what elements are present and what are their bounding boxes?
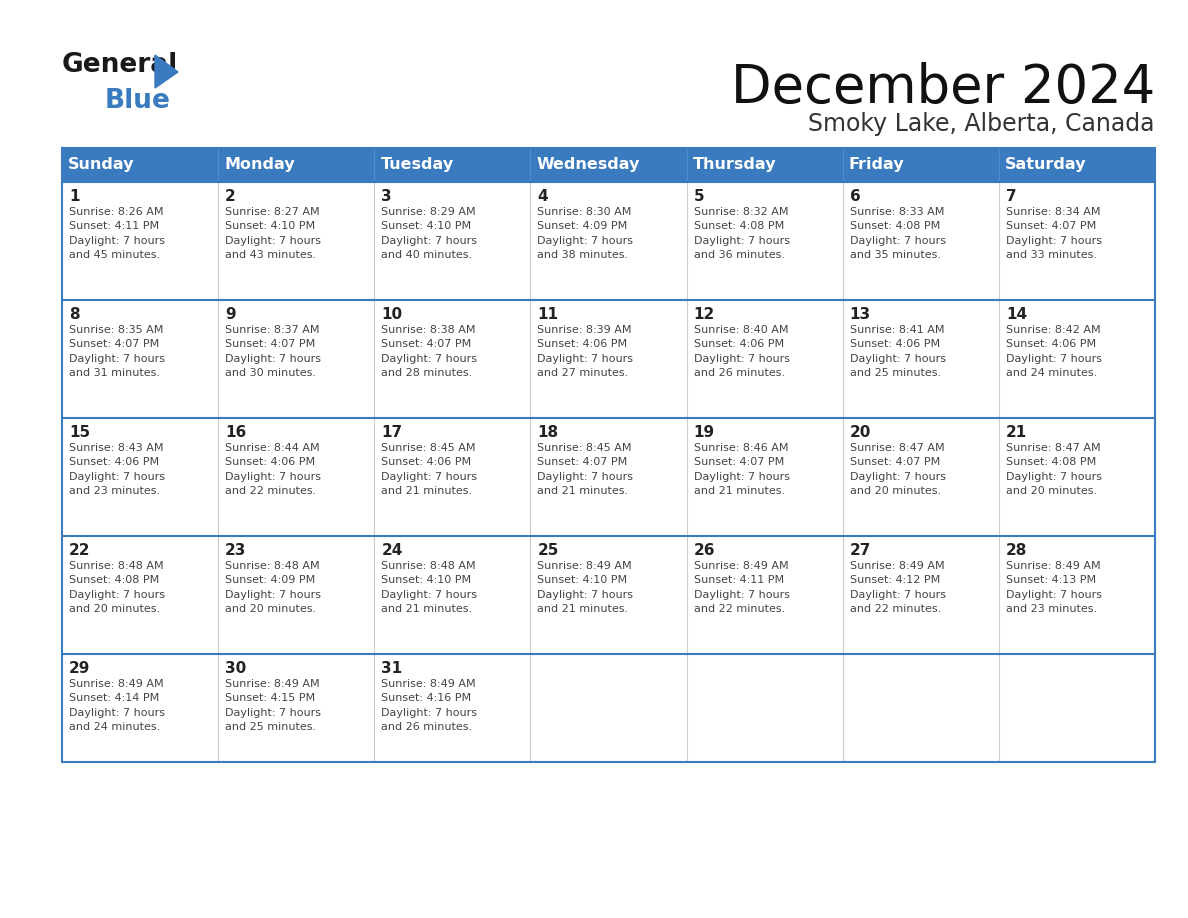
Text: 13: 13 (849, 307, 871, 322)
Text: Thursday: Thursday (693, 158, 776, 173)
Text: Sunrise: 8:44 AM
Sunset: 4:06 PM
Daylight: 7 hours
and 22 minutes.: Sunrise: 8:44 AM Sunset: 4:06 PM Dayligh… (226, 443, 321, 497)
Text: Sunrise: 8:35 AM
Sunset: 4:07 PM
Daylight: 7 hours
and 31 minutes.: Sunrise: 8:35 AM Sunset: 4:07 PM Dayligh… (69, 325, 165, 378)
Bar (62, 300, 1155, 418)
Text: Monday: Monday (225, 158, 295, 173)
Text: 14: 14 (1006, 307, 1026, 322)
Text: Sunrise: 8:49 AM
Sunset: 4:16 PM
Daylight: 7 hours
and 26 minutes.: Sunrise: 8:49 AM Sunset: 4:16 PM Dayligh… (381, 679, 478, 733)
Text: Sunrise: 8:46 AM
Sunset: 4:07 PM
Daylight: 7 hours
and 21 minutes.: Sunrise: 8:46 AM Sunset: 4:07 PM Dayligh… (694, 443, 790, 497)
Text: Sunrise: 8:45 AM
Sunset: 4:06 PM
Daylight: 7 hours
and 21 minutes.: Sunrise: 8:45 AM Sunset: 4:06 PM Dayligh… (381, 443, 478, 497)
Text: Smoky Lake, Alberta, Canada: Smoky Lake, Alberta, Canada (809, 112, 1155, 136)
Text: 25: 25 (537, 543, 558, 558)
Text: Tuesday: Tuesday (380, 158, 454, 173)
Text: Sunrise: 8:48 AM
Sunset: 4:09 PM
Daylight: 7 hours
and 20 minutes.: Sunrise: 8:48 AM Sunset: 4:09 PM Dayligh… (226, 561, 321, 614)
Bar (62, 182, 1155, 300)
Text: 31: 31 (381, 661, 403, 676)
Text: Sunrise: 8:38 AM
Sunset: 4:07 PM
Daylight: 7 hours
and 28 minutes.: Sunrise: 8:38 AM Sunset: 4:07 PM Dayligh… (381, 325, 478, 378)
Text: 21: 21 (1006, 425, 1028, 440)
Text: Sunrise: 8:33 AM
Sunset: 4:08 PM
Daylight: 7 hours
and 35 minutes.: Sunrise: 8:33 AM Sunset: 4:08 PM Dayligh… (849, 207, 946, 260)
Text: 22: 22 (69, 543, 90, 558)
Text: Friday: Friday (849, 158, 904, 173)
Text: Sunrise: 8:42 AM
Sunset: 4:06 PM
Daylight: 7 hours
and 24 minutes.: Sunrise: 8:42 AM Sunset: 4:06 PM Dayligh… (1006, 325, 1101, 378)
Text: 4: 4 (537, 189, 548, 204)
Text: 3: 3 (381, 189, 392, 204)
Text: 19: 19 (694, 425, 715, 440)
Text: Sunrise: 8:49 AM
Sunset: 4:13 PM
Daylight: 7 hours
and 23 minutes.: Sunrise: 8:49 AM Sunset: 4:13 PM Dayligh… (1006, 561, 1101, 614)
Text: Sunrise: 8:32 AM
Sunset: 4:08 PM
Daylight: 7 hours
and 36 minutes.: Sunrise: 8:32 AM Sunset: 4:08 PM Dayligh… (694, 207, 790, 260)
Text: 5: 5 (694, 189, 704, 204)
Text: 2: 2 (226, 189, 236, 204)
Polygon shape (154, 55, 178, 88)
Text: Sunrise: 8:49 AM
Sunset: 4:10 PM
Daylight: 7 hours
and 21 minutes.: Sunrise: 8:49 AM Sunset: 4:10 PM Dayligh… (537, 561, 633, 614)
Text: Sunday: Sunday (68, 158, 134, 173)
Bar (62, 148, 1155, 762)
Text: 8: 8 (69, 307, 80, 322)
Bar (62, 654, 1155, 762)
Text: Sunrise: 8:49 AM
Sunset: 4:11 PM
Daylight: 7 hours
and 22 minutes.: Sunrise: 8:49 AM Sunset: 4:11 PM Dayligh… (694, 561, 790, 614)
Text: Sunrise: 8:43 AM
Sunset: 4:06 PM
Daylight: 7 hours
and 23 minutes.: Sunrise: 8:43 AM Sunset: 4:06 PM Dayligh… (69, 443, 165, 497)
Text: 6: 6 (849, 189, 860, 204)
Text: Sunrise: 8:48 AM
Sunset: 4:08 PM
Daylight: 7 hours
and 20 minutes.: Sunrise: 8:48 AM Sunset: 4:08 PM Dayligh… (69, 561, 165, 614)
Text: Sunrise: 8:34 AM
Sunset: 4:07 PM
Daylight: 7 hours
and 33 minutes.: Sunrise: 8:34 AM Sunset: 4:07 PM Dayligh… (1006, 207, 1101, 260)
Text: December 2024: December 2024 (731, 62, 1155, 114)
Text: Sunrise: 8:41 AM
Sunset: 4:06 PM
Daylight: 7 hours
and 25 minutes.: Sunrise: 8:41 AM Sunset: 4:06 PM Dayligh… (849, 325, 946, 378)
Bar (62, 536, 1155, 654)
Text: Blue: Blue (105, 88, 171, 114)
Text: Sunrise: 8:47 AM
Sunset: 4:07 PM
Daylight: 7 hours
and 20 minutes.: Sunrise: 8:47 AM Sunset: 4:07 PM Dayligh… (849, 443, 946, 497)
Text: 17: 17 (381, 425, 403, 440)
Text: 29: 29 (69, 661, 90, 676)
Text: Sunrise: 8:45 AM
Sunset: 4:07 PM
Daylight: 7 hours
and 21 minutes.: Sunrise: 8:45 AM Sunset: 4:07 PM Dayligh… (537, 443, 633, 497)
Text: 10: 10 (381, 307, 403, 322)
Text: 11: 11 (537, 307, 558, 322)
Text: Sunrise: 8:48 AM
Sunset: 4:10 PM
Daylight: 7 hours
and 21 minutes.: Sunrise: 8:48 AM Sunset: 4:10 PM Dayligh… (381, 561, 478, 614)
Text: Sunrise: 8:26 AM
Sunset: 4:11 PM
Daylight: 7 hours
and 45 minutes.: Sunrise: 8:26 AM Sunset: 4:11 PM Dayligh… (69, 207, 165, 260)
Text: Saturday: Saturday (1005, 158, 1087, 173)
Text: Sunrise: 8:30 AM
Sunset: 4:09 PM
Daylight: 7 hours
and 38 minutes.: Sunrise: 8:30 AM Sunset: 4:09 PM Dayligh… (537, 207, 633, 260)
Text: 15: 15 (69, 425, 90, 440)
Text: 26: 26 (694, 543, 715, 558)
Text: 30: 30 (226, 661, 246, 676)
Text: 27: 27 (849, 543, 871, 558)
Bar (62, 148, 1155, 182)
Text: Sunrise: 8:39 AM
Sunset: 4:06 PM
Daylight: 7 hours
and 27 minutes.: Sunrise: 8:39 AM Sunset: 4:06 PM Dayligh… (537, 325, 633, 378)
Text: General: General (62, 52, 178, 78)
Text: 24: 24 (381, 543, 403, 558)
Text: Sunrise: 8:37 AM
Sunset: 4:07 PM
Daylight: 7 hours
and 30 minutes.: Sunrise: 8:37 AM Sunset: 4:07 PM Dayligh… (226, 325, 321, 378)
Text: Sunrise: 8:49 AM
Sunset: 4:15 PM
Daylight: 7 hours
and 25 minutes.: Sunrise: 8:49 AM Sunset: 4:15 PM Dayligh… (226, 679, 321, 733)
Text: Sunrise: 8:27 AM
Sunset: 4:10 PM
Daylight: 7 hours
and 43 minutes.: Sunrise: 8:27 AM Sunset: 4:10 PM Dayligh… (226, 207, 321, 260)
Text: 20: 20 (849, 425, 871, 440)
Text: Wednesday: Wednesday (537, 158, 640, 173)
Text: 9: 9 (226, 307, 235, 322)
Text: 23: 23 (226, 543, 247, 558)
Text: 7: 7 (1006, 189, 1017, 204)
Bar (62, 418, 1155, 536)
Text: Sunrise: 8:47 AM
Sunset: 4:08 PM
Daylight: 7 hours
and 20 minutes.: Sunrise: 8:47 AM Sunset: 4:08 PM Dayligh… (1006, 443, 1101, 497)
Text: 12: 12 (694, 307, 715, 322)
Text: 28: 28 (1006, 543, 1028, 558)
Text: Sunrise: 8:49 AM
Sunset: 4:12 PM
Daylight: 7 hours
and 22 minutes.: Sunrise: 8:49 AM Sunset: 4:12 PM Dayligh… (849, 561, 946, 614)
Text: Sunrise: 8:40 AM
Sunset: 4:06 PM
Daylight: 7 hours
and 26 minutes.: Sunrise: 8:40 AM Sunset: 4:06 PM Dayligh… (694, 325, 790, 378)
Text: 18: 18 (537, 425, 558, 440)
Text: Sunrise: 8:29 AM
Sunset: 4:10 PM
Daylight: 7 hours
and 40 minutes.: Sunrise: 8:29 AM Sunset: 4:10 PM Dayligh… (381, 207, 478, 260)
Text: 1: 1 (69, 189, 80, 204)
Text: 16: 16 (226, 425, 246, 440)
Text: Sunrise: 8:49 AM
Sunset: 4:14 PM
Daylight: 7 hours
and 24 minutes.: Sunrise: 8:49 AM Sunset: 4:14 PM Dayligh… (69, 679, 165, 733)
